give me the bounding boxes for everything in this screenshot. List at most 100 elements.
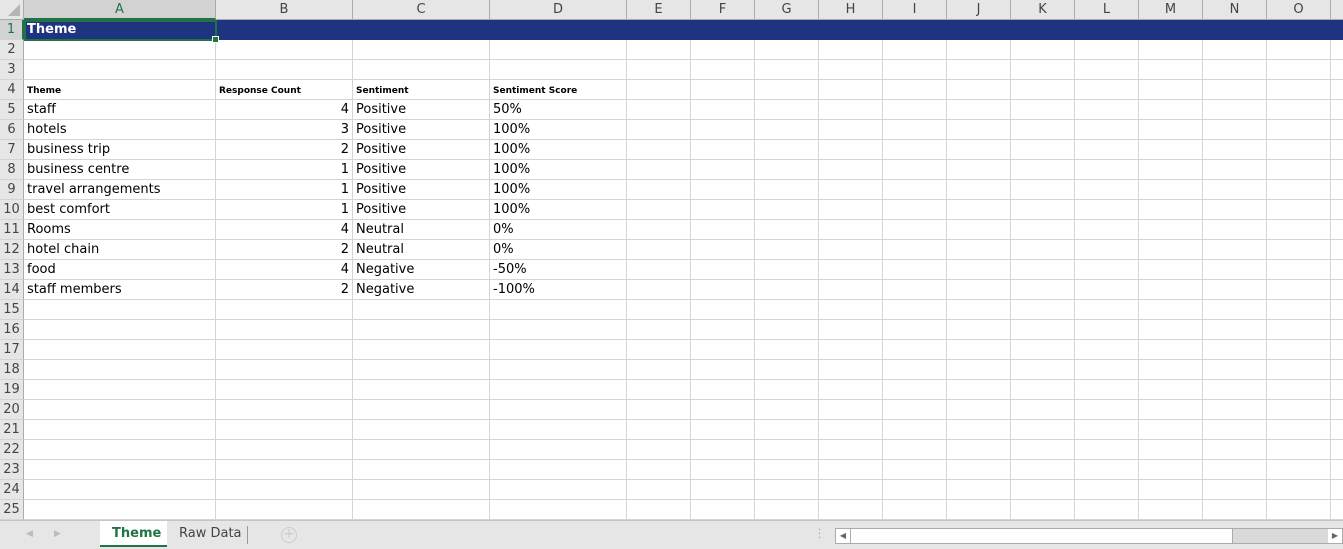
column-header-c[interactable]: C — [353, 0, 490, 20]
cell[interactable] — [1331, 240, 1343, 260]
cell[interactable] — [819, 420, 883, 440]
cell[interactable] — [1267, 360, 1331, 380]
cell[interactable] — [883, 420, 947, 440]
cell[interactable] — [24, 420, 216, 440]
cell[interactable] — [627, 120, 691, 140]
scroll-right-icon[interactable]: ▶ — [1328, 529, 1342, 543]
table-cell[interactable]: 2 — [216, 140, 353, 160]
cell[interactable] — [883, 120, 947, 140]
cell[interactable] — [819, 280, 883, 300]
cell[interactable] — [691, 300, 755, 320]
cell[interactable] — [947, 340, 1011, 360]
table-cell[interactable]: Positive — [353, 200, 490, 220]
cell[interactable] — [24, 460, 216, 480]
cell[interactable] — [691, 480, 755, 500]
cell[interactable] — [627, 80, 691, 100]
cell[interactable] — [1075, 360, 1139, 380]
cell[interactable] — [1075, 40, 1139, 60]
cell[interactable] — [819, 220, 883, 240]
cell[interactable] — [216, 300, 353, 320]
table-cell[interactable]: Neutral — [353, 220, 490, 240]
cell[interactable] — [1075, 480, 1139, 500]
cell[interactable] — [1203, 280, 1267, 300]
table-cell[interactable]: 50% — [490, 100, 627, 120]
cell[interactable] — [1011, 280, 1075, 300]
cell[interactable] — [1075, 200, 1139, 220]
table-cell[interactable]: 1 — [216, 180, 353, 200]
cell[interactable] — [1267, 400, 1331, 420]
cell[interactable] — [1203, 460, 1267, 480]
cell[interactable] — [947, 180, 1011, 200]
cell[interactable] — [947, 480, 1011, 500]
column-label[interactable]: Sentiment — [353, 80, 490, 100]
cell[interactable] — [1331, 80, 1343, 100]
cell[interactable] — [627, 280, 691, 300]
cell[interactable] — [627, 240, 691, 260]
cell[interactable] — [755, 400, 819, 420]
cell[interactable] — [1139, 260, 1203, 280]
table-cell[interactable]: Positive — [353, 160, 490, 180]
cell[interactable] — [819, 360, 883, 380]
table-cell[interactable]: food — [24, 260, 216, 280]
cell[interactable] — [691, 440, 755, 460]
cell[interactable] — [627, 420, 691, 440]
row-header-24[interactable]: 24 — [0, 480, 24, 500]
cell[interactable] — [216, 40, 353, 60]
cell[interactable] — [490, 460, 627, 480]
cell[interactable] — [755, 420, 819, 440]
cell[interactable] — [24, 500, 216, 520]
cell[interactable] — [1203, 220, 1267, 240]
cell[interactable] — [819, 160, 883, 180]
cell[interactable] — [883, 100, 947, 120]
cell[interactable] — [947, 260, 1011, 280]
cell[interactable] — [1203, 60, 1267, 80]
table-cell[interactable]: 3 — [216, 120, 353, 140]
cell[interactable] — [755, 440, 819, 460]
table-cell[interactable]: Positive — [353, 120, 490, 140]
cell[interactable] — [819, 440, 883, 460]
cell[interactable] — [947, 80, 1011, 100]
cell[interactable] — [1011, 120, 1075, 140]
cell[interactable] — [819, 340, 883, 360]
cell[interactable] — [819, 400, 883, 420]
column-header-b[interactable]: B — [216, 0, 353, 20]
cell[interactable] — [883, 160, 947, 180]
cell[interactable] — [1267, 300, 1331, 320]
cell[interactable] — [883, 340, 947, 360]
cell[interactable] — [947, 360, 1011, 380]
cell[interactable] — [755, 260, 819, 280]
row-header-15[interactable]: 15 — [0, 300, 24, 320]
cell[interactable] — [490, 420, 627, 440]
cell[interactable] — [490, 40, 627, 60]
cell[interactable] — [24, 360, 216, 380]
row-header-19[interactable]: 19 — [0, 380, 24, 400]
cell[interactable] — [627, 460, 691, 480]
cell[interactable] — [627, 220, 691, 240]
cell[interactable] — [1139, 500, 1203, 520]
cell[interactable] — [1203, 360, 1267, 380]
cell[interactable] — [947, 60, 1011, 80]
cell[interactable] — [353, 300, 490, 320]
cell[interactable] — [1011, 360, 1075, 380]
cell[interactable] — [1011, 380, 1075, 400]
cell[interactable] — [1267, 160, 1331, 180]
table-cell[interactable]: 100% — [490, 160, 627, 180]
horizontal-scrollbar[interactable]: ◀ ▶ — [835, 528, 1343, 544]
column-header-l[interactable]: L — [1075, 0, 1139, 20]
cell[interactable] — [1203, 100, 1267, 120]
column-header-k[interactable]: K — [1011, 0, 1075, 20]
cell[interactable] — [1075, 60, 1139, 80]
cell[interactable] — [691, 500, 755, 520]
table-cell[interactable]: 2 — [216, 280, 353, 300]
cell[interactable] — [755, 320, 819, 340]
cell[interactable] — [1203, 500, 1267, 520]
cell[interactable] — [819, 100, 883, 120]
cell[interactable] — [1011, 460, 1075, 480]
cell[interactable] — [1075, 320, 1139, 340]
cell[interactable] — [883, 80, 947, 100]
cell[interactable] — [947, 140, 1011, 160]
cell[interactable] — [1011, 200, 1075, 220]
cell[interactable] — [216, 400, 353, 420]
cell[interactable] — [1331, 40, 1343, 60]
cell[interactable] — [1267, 500, 1331, 520]
